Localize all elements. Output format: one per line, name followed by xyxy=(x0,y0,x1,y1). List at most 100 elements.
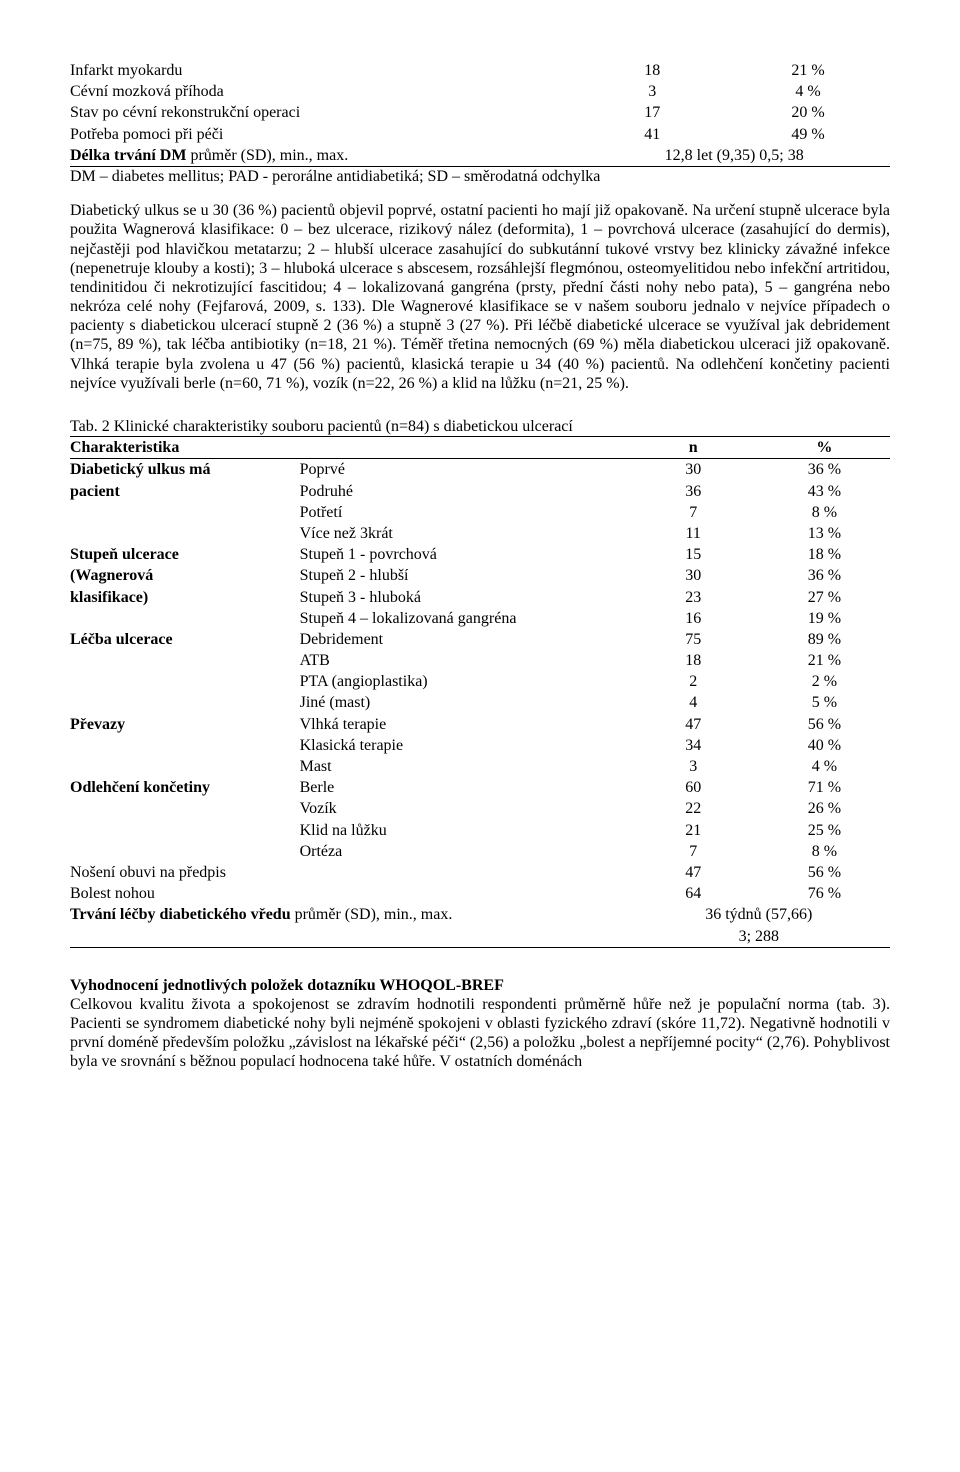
duration-row-2: 3; 288 xyxy=(70,926,890,948)
row-pct: 71 % xyxy=(759,777,890,798)
table-row: (WagnerováStupeň 2 - hlubší3036 % xyxy=(70,565,890,586)
table-2-caption: Tab. 2 Klinické charakteristiky souboru … xyxy=(70,417,890,436)
table-row: Diabetický ulkus máPoprvé3036 % xyxy=(70,459,890,481)
row-n: 64 xyxy=(628,883,759,904)
group-title xyxy=(70,798,300,819)
table-row: Mast34 % xyxy=(70,756,890,777)
row-n: 2 xyxy=(628,671,759,692)
group-title: (Wagnerová xyxy=(70,565,300,586)
row-label: Klid na lůžku xyxy=(300,820,628,841)
group-title xyxy=(70,650,300,671)
row-label: Podruhé xyxy=(300,481,628,502)
duration-value-2: 3; 288 xyxy=(628,926,890,948)
duration-label: Trvání léčby diabetického vředu průměr (… xyxy=(70,904,628,925)
row-label: Potřeba pomoci při péči xyxy=(70,124,578,145)
row-label: Nošení obuvi na předpis xyxy=(70,862,628,883)
row-label: Bolest nohou xyxy=(70,883,628,904)
row-pct: 21 % xyxy=(726,60,890,81)
table-note-row: DM – diabetes mellitus; PAD - perorálne … xyxy=(70,166,890,187)
table-row: Odlehčení končetinyBerle6071 % xyxy=(70,777,890,798)
group-title: klasifikace) xyxy=(70,587,300,608)
header-charakteristika: Charakteristika xyxy=(70,437,300,459)
group-title: Stupeň ulcerace xyxy=(70,544,300,565)
table-row: Stav po cévní rekonstrukční operaci1720 … xyxy=(70,102,890,123)
row-label: Mast xyxy=(300,756,628,777)
row-pct: 19 % xyxy=(759,608,890,629)
row-label: Potřetí xyxy=(300,502,628,523)
blank xyxy=(70,926,628,948)
row-label: Vozík xyxy=(300,798,628,819)
row-pct: 4 % xyxy=(726,81,890,102)
row-pct: 56 % xyxy=(759,714,890,735)
row-pct: 43 % xyxy=(759,481,890,502)
table-row: Nošení obuvi na předpis4756 % xyxy=(70,862,890,883)
row-n: 3 xyxy=(578,81,726,102)
table-row: Klid na lůžku2125 % xyxy=(70,820,890,841)
row-pct: 89 % xyxy=(759,629,890,650)
group-title xyxy=(70,820,300,841)
table-row: Léčba ulceraceDebridement7589 % xyxy=(70,629,890,650)
table-row: PřevazyVlhká terapie4756 % xyxy=(70,714,890,735)
group-title xyxy=(70,692,300,713)
dm-value: 12,8 let (9,35) 0,5; 38 xyxy=(578,145,890,167)
table-row: Stupeň 4 – lokalizovaná gangréna1619 % xyxy=(70,608,890,629)
row-label: Stupeň 4 – lokalizovaná gangréna xyxy=(300,608,628,629)
row-n: 11 xyxy=(628,523,759,544)
row-pct: 21 % xyxy=(759,650,890,671)
row-label: Debridement xyxy=(300,629,628,650)
group-title: Léčba ulcerace xyxy=(70,629,300,650)
table-2: Charakteristikan%Diabetický ulkus máPopr… xyxy=(70,436,890,948)
row-n: 47 xyxy=(628,714,759,735)
row-n: 23 xyxy=(628,587,759,608)
row-pct: 26 % xyxy=(759,798,890,819)
group-title: pacient xyxy=(70,481,300,502)
row-n: 30 xyxy=(628,459,759,481)
row-n: 22 xyxy=(628,798,759,819)
row-pct: 56 % xyxy=(759,862,890,883)
group-title xyxy=(70,523,300,544)
group-title: Převazy xyxy=(70,714,300,735)
group-title xyxy=(70,735,300,756)
table-row: Cévní mozková příhoda34 % xyxy=(70,81,890,102)
group-title: Diabetický ulkus má xyxy=(70,459,300,481)
table-row: Potřeba pomoci při péči4149 % xyxy=(70,124,890,145)
table-1-continuation: Infarkt myokardu1821 %Cévní mozková příh… xyxy=(70,60,890,187)
table-row: Více než 3krát1113 % xyxy=(70,523,890,544)
row-n: 3 xyxy=(628,756,759,777)
row-label: Stupeň 3 - hluboká xyxy=(300,587,628,608)
table-row: Infarkt myokardu1821 % xyxy=(70,60,890,81)
row-pct: 8 % xyxy=(759,841,890,862)
row-label: ATB xyxy=(300,650,628,671)
row-pct: 49 % xyxy=(726,124,890,145)
row-pct: 25 % xyxy=(759,820,890,841)
table-row: Vozík2226 % xyxy=(70,798,890,819)
row-n: 15 xyxy=(628,544,759,565)
table-row: Klasická terapie3440 % xyxy=(70,735,890,756)
section-title: Vyhodnocení jednotlivých položek dotazní… xyxy=(70,976,890,995)
row-n: 18 xyxy=(628,650,759,671)
row-label: Stupeň 1 - povrchová xyxy=(300,544,628,565)
row-label: Berle xyxy=(300,777,628,798)
header-n: n xyxy=(628,437,759,459)
row-label: Infarkt myokardu xyxy=(70,60,578,81)
table-note: DM – diabetes mellitus; PAD - perorálne … xyxy=(70,166,890,187)
header-pct: % xyxy=(759,437,890,459)
group-title xyxy=(70,608,300,629)
row-label: Poprvé xyxy=(300,459,628,481)
group-title xyxy=(70,756,300,777)
row-n: 16 xyxy=(628,608,759,629)
row-label: Stav po cévní rekonstrukční operaci xyxy=(70,102,578,123)
row-label: Cévní mozková příhoda xyxy=(70,81,578,102)
row-n: 21 xyxy=(628,820,759,841)
row-n: 17 xyxy=(578,102,726,123)
row-pct: 36 % xyxy=(759,459,890,481)
row-n: 18 xyxy=(578,60,726,81)
row-pct: 2 % xyxy=(759,671,890,692)
row-pct: 18 % xyxy=(759,544,890,565)
row-n: 34 xyxy=(628,735,759,756)
row-pct: 76 % xyxy=(759,883,890,904)
table-row: Stupeň ulceraceStupeň 1 - povrchová1518 … xyxy=(70,544,890,565)
row-n: 75 xyxy=(628,629,759,650)
duration-row: Trvání léčby diabetického vředu průměr (… xyxy=(70,904,890,925)
table-row: ATB1821 % xyxy=(70,650,890,671)
